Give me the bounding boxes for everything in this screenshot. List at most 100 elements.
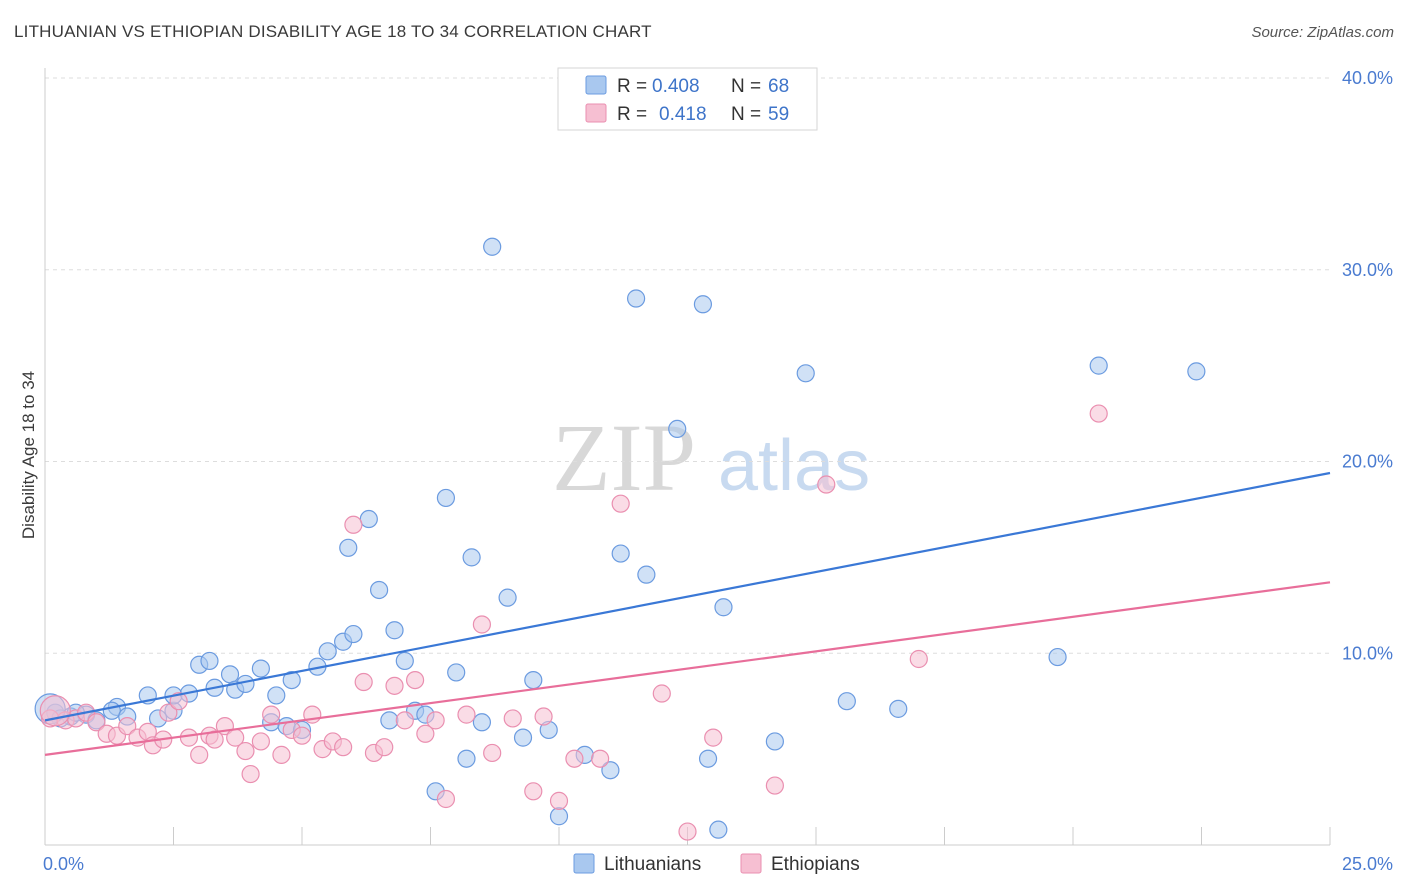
ethiopian-point-49 (591, 749, 610, 768)
bottom-legend-swatch-ethiopians (740, 853, 762, 874)
ethiopian-point-56 (909, 649, 928, 669)
ethiopian-point-52 (678, 822, 697, 841)
ethiopian-point-44 (503, 709, 522, 728)
legend-r-value-1: 0.408 (652, 76, 700, 97)
ethiopian-point-21 (241, 764, 260, 784)
lithuanian-point-55 (668, 419, 687, 439)
lithuanian-point-29 (339, 538, 358, 557)
lithuanian-point-66 (1187, 362, 1206, 381)
lithuanian-point-43 (472, 713, 491, 732)
x-tick-label-0: 0.0% (43, 854, 84, 874)
lithuanian-point-30 (344, 624, 363, 644)
lithuanian-point-22 (267, 686, 286, 705)
legend-swatch-ethiopians (585, 103, 607, 123)
y-tick-label-2: 30.0% (1342, 260, 1393, 280)
bottom-legend: Lithuanians Ethiopians (573, 853, 860, 875)
lithuanian-point-39 (436, 488, 456, 508)
lithuanian-point-45 (498, 588, 517, 607)
lithuanian-point-46 (513, 728, 533, 747)
grid-lines (45, 77, 1330, 654)
ethiopian-point-32 (354, 672, 373, 692)
ethiopian-point-46 (534, 707, 553, 726)
x-tick-labels: 0.0% 25.0% (43, 854, 1393, 874)
legend-r-value-2: 0.418 (659, 104, 707, 125)
ethiopian-point-55 (817, 475, 836, 494)
ethiopian-point-36 (395, 711, 414, 730)
ethiopian-point-12 (159, 703, 178, 722)
lithuanian-point-64 (1048, 647, 1067, 667)
ethiopian-point-30 (334, 738, 353, 757)
lithuanian-point-32 (370, 580, 389, 600)
lithuanian-point-31 (359, 509, 378, 529)
lithuanian-point-35 (395, 651, 414, 671)
ethiopian-point-14 (179, 728, 199, 747)
legend-swatch-lithuanians (585, 75, 607, 95)
legend-n-value-2: 59 (768, 104, 789, 125)
ethiopian-point-7 (118, 717, 137, 736)
ethiopian-point-58 (39, 695, 71, 727)
lithuanian-point-40 (447, 663, 466, 682)
ethiopian-point-31 (344, 515, 363, 534)
lithuanian-point-44 (483, 237, 502, 256)
lithuanian-point-51 (601, 761, 620, 780)
ethiopian-point-26 (292, 726, 312, 745)
lithuanian-point-53 (626, 289, 646, 308)
legend-n-label-2: N = (731, 104, 761, 125)
lithuanian-point-15 (200, 651, 219, 671)
ethiopian-point-24 (272, 745, 291, 764)
lithuanian-point-7 (102, 701, 121, 720)
y-tick-label-0: 10.0% (1342, 643, 1393, 663)
lithuanian-point-34 (385, 621, 404, 640)
x-tick-label-1: 25.0% (1342, 854, 1393, 874)
y-axis-label: Disability Age 18 to 34 (19, 371, 38, 539)
lithuanian-point-17 (220, 665, 240, 684)
ethiopian-point-15 (190, 745, 209, 764)
y-tick-label-1: 20.0% (1342, 452, 1393, 472)
ethiopian-point-43 (483, 743, 502, 763)
ethiopian-point-42 (472, 615, 491, 634)
ethiopian-point-53 (704, 728, 723, 747)
lithuanian-point-62 (837, 692, 856, 711)
ethiopian-point-48 (565, 749, 584, 768)
ethiopian-point-47 (549, 791, 569, 810)
lithuanian-point-41 (457, 749, 476, 768)
ethiopian-point-37 (405, 670, 425, 690)
bottom-legend-ethiopians: Ethiopians (771, 854, 860, 875)
ethiopian-point-13 (169, 692, 188, 711)
ethiopian-point-22 (251, 732, 270, 751)
lithuanian-point-61 (796, 364, 815, 383)
ethiopian-point-35 (385, 676, 404, 695)
ethiopian-point-23 (262, 705, 281, 724)
ethiopian-point-41 (457, 705, 476, 724)
legend: R = 0.408 N = 68 R = 0.418 N = 59 (557, 67, 818, 131)
chart-title: LITHUANIAN VS ETHIOPIAN DISABILITY AGE 1… (14, 22, 652, 41)
legend-n-value-1: 68 (768, 76, 789, 97)
lithuanian-point-56 (693, 295, 713, 314)
lithuanian-point-33 (380, 711, 399, 730)
bottom-legend-lithuanians: Lithuanians (604, 854, 701, 875)
legend-r-label-2: R = (617, 104, 647, 125)
lithuanian-point-57 (698, 749, 718, 768)
ethiopian-point-4 (87, 713, 106, 732)
lithuanian-point-27 (318, 642, 337, 661)
source-label: Source: ZipAtlas.com (1251, 24, 1394, 41)
watermark: ZIP atlas (552, 404, 870, 511)
lithuanian-point-24 (282, 670, 301, 690)
ethiopian-point-54 (765, 776, 784, 795)
lithuanian-point-60 (765, 732, 784, 751)
ethiopian-point-38 (416, 724, 435, 743)
ethiopian-point-50 (611, 494, 630, 513)
ethiopian-point-57 (1089, 404, 1108, 423)
legend-n-label-1: N = (731, 76, 761, 97)
lithuanian-point-47 (524, 670, 543, 690)
lithuanian-point-63 (889, 699, 908, 718)
watermark-atlas: atlas (718, 426, 870, 506)
lithuanian-point-49 (549, 807, 569, 826)
ethiopian-point-39 (426, 711, 445, 730)
ethiopian-point-20 (236, 741, 255, 761)
y-tick-labels: 10.0% 20.0% 30.0% 40.0% (1342, 68, 1393, 663)
bottom-legend-swatch-lithuanians (573, 853, 595, 874)
trend-lines (44, 471, 1331, 756)
ethiopian-trend-line (44, 581, 1331, 756)
